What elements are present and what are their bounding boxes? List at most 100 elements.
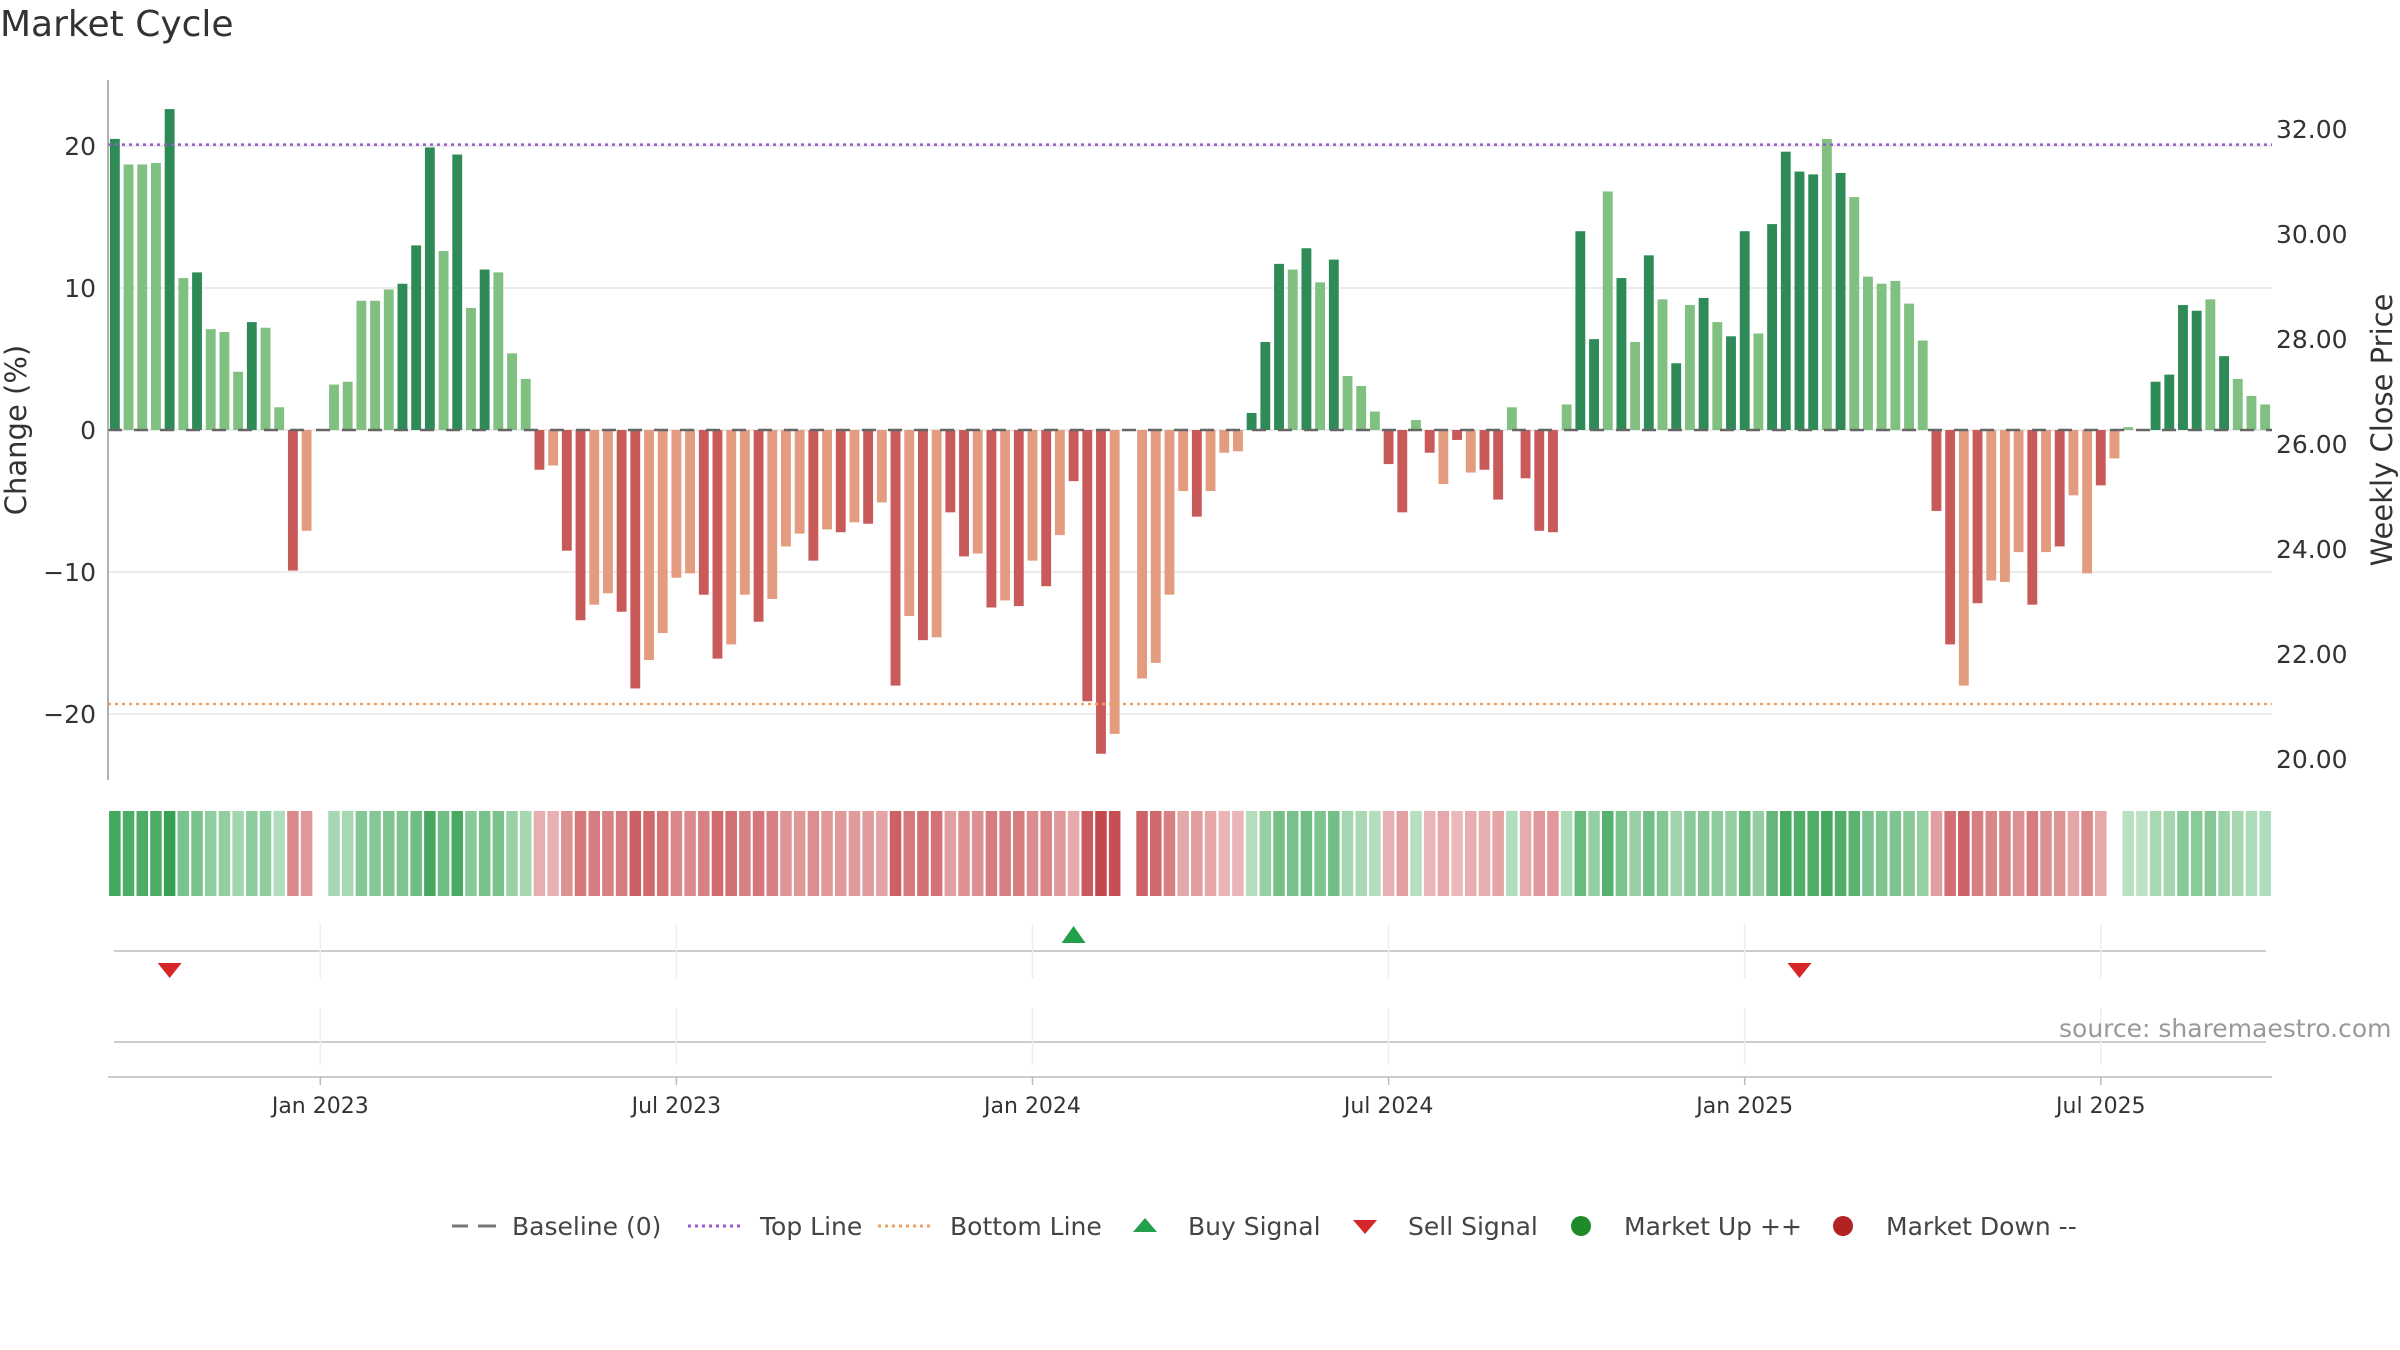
- change-bar: [1301, 248, 1312, 430]
- legend-label-top-line: Top Line: [760, 1211, 863, 1241]
- change-bar: [931, 430, 942, 638]
- change-bar: [2068, 430, 2079, 496]
- heatstrip-cell: [519, 811, 532, 896]
- heatstrip-cell: [821, 811, 833, 896]
- heatstrip-cell: [2177, 811, 2189, 896]
- change-bar: [1575, 231, 1586, 430]
- change-bar: [781, 430, 791, 547]
- legend-item-bottom-line[interactable]: Bottom Line: [878, 1208, 1102, 1244]
- change-bar: [986, 430, 997, 608]
- change-bar: [644, 430, 654, 661]
- legend-item-sell-signal[interactable]: Sell Signal: [1350, 1208, 1538, 1244]
- change-bar: [1931, 430, 1942, 511]
- change-bar: [1219, 430, 1230, 453]
- heatstrip-cell: [684, 811, 696, 896]
- change-bar: [356, 300, 367, 430]
- change-bar: [1849, 197, 1860, 430]
- heatstrip-cell: [136, 811, 148, 896]
- heatstrip-cell: [670, 811, 683, 896]
- change-bar: [342, 381, 353, 430]
- heatstrip-cell: [1670, 811, 1682, 896]
- heatstrip-cell: [150, 811, 162, 896]
- x-tick-label: Jul 2025: [2054, 1094, 2146, 1119]
- change-bar: [630, 430, 641, 689]
- change-bar: [1684, 305, 1695, 430]
- change-bar: [109, 138, 120, 430]
- x-tick-label: Jan 2025: [1694, 1094, 1793, 1119]
- change-bar: [493, 272, 504, 430]
- heatstrip-cell: [1492, 811, 1504, 896]
- legend-item-buy-signal[interactable]: Buy Signal: [1130, 1208, 1321, 1244]
- change-bar: [2219, 356, 2229, 430]
- change-bar: [1082, 430, 1093, 702]
- heatstrip-cell: [2259, 811, 2271, 896]
- heatstrip-cell: [1629, 811, 1641, 896]
- heatstrip-cell: [1259, 811, 1272, 896]
- change-bar: [192, 272, 202, 430]
- change-bar: [424, 147, 435, 431]
- change-bar: [2027, 430, 2038, 605]
- sell-signal-marker: [157, 963, 182, 978]
- heatstrip-cell: [1355, 811, 1367, 896]
- change-bar: [479, 269, 490, 430]
- change-bar: [1493, 430, 1504, 500]
- change-bar: [904, 430, 915, 617]
- heatstrip-cell: [1560, 811, 1573, 896]
- heatstrip-cell: [1273, 811, 1285, 896]
- heatstrip-cell: [1985, 811, 1997, 896]
- heatstrip-cell: [1054, 811, 1066, 896]
- legend-item-market-up[interactable]: Market Up ++: [1566, 1208, 1802, 1244]
- sell-signal-marker: [1787, 963, 1812, 978]
- change-bar: [178, 278, 189, 430]
- heatstrip-cell: [1328, 811, 1340, 896]
- heatstrip-cell: [1410, 811, 1422, 896]
- change-bar: [1534, 430, 1545, 531]
- heatstrip-cell: [752, 811, 765, 896]
- heatstrip-cell: [1204, 811, 1217, 896]
- change-bar: [1328, 259, 1339, 430]
- legend-item-market-down[interactable]: Market Down --: [1828, 1208, 2077, 1244]
- heatstrip-cell: [2067, 811, 2080, 896]
- legend-item-baseline[interactable]: Baseline (0): [452, 1208, 661, 1244]
- heatstrip-cell: [725, 811, 737, 896]
- heatstrip-cell: [232, 811, 244, 896]
- change-bar: [1013, 430, 1024, 607]
- change-bar: [726, 430, 737, 645]
- legend-label-buy-signal: Buy Signal: [1188, 1211, 1321, 1241]
- change-bar: [137, 164, 148, 430]
- y2-tick-label: 30.00: [2276, 220, 2348, 249]
- heatstrip-cell: [1396, 811, 1409, 896]
- change-bar: [671, 430, 682, 578]
- change-bar: [698, 430, 709, 595]
- heatstrip-cell: [328, 811, 340, 896]
- change-bar: [1342, 376, 1353, 430]
- heatstrip-cell: [1793, 811, 1806, 896]
- heatstrip-cell: [985, 811, 998, 896]
- legend-item-top-line[interactable]: Top Line: [688, 1208, 862, 1244]
- change-bar: [507, 353, 517, 430]
- heatstrip-cell: [1766, 811, 1778, 896]
- change-bar: [1863, 276, 1873, 430]
- heatstrip-cell: [698, 811, 710, 896]
- change-bar: [1657, 299, 1668, 430]
- change-bar: [808, 430, 819, 561]
- change-bar: [863, 430, 874, 524]
- heatstrip-cell: [246, 811, 258, 896]
- heatstrip-cell: [1944, 811, 1956, 896]
- heatstrip-cell: [1136, 811, 1148, 896]
- change-bar: [1602, 191, 1613, 430]
- heatstrip-cell: [1684, 811, 1696, 896]
- heatstrip-cell: [1615, 811, 1628, 896]
- heatstrip-cell: [383, 811, 395, 896]
- heatstrip-cell: [1916, 811, 1929, 896]
- heatstrip-cell: [1341, 811, 1354, 896]
- heatstrip-cell: [273, 811, 285, 896]
- change-bar: [589, 430, 600, 605]
- change-bar: [1191, 430, 1202, 517]
- heatstrip-cell: [1245, 811, 1258, 896]
- heatstrip-cell: [1437, 811, 1450, 896]
- change-bar: [383, 289, 394, 430]
- heatstrip-cell: [2026, 811, 2039, 896]
- heatstrip-cell: [1218, 811, 1230, 896]
- heatstrip-cell: [1601, 811, 1614, 896]
